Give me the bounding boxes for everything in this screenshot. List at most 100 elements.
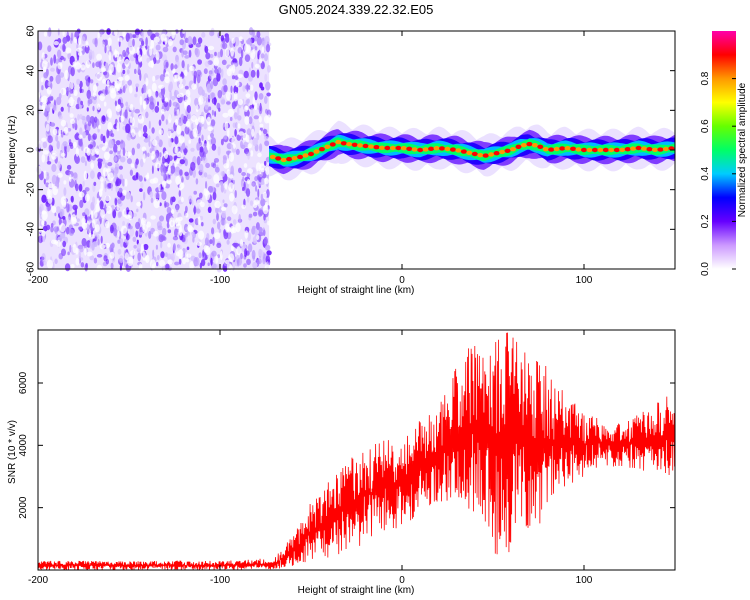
noise-gap: [207, 45, 215, 51]
noise-speck: [202, 143, 208, 148]
noise-gap: [124, 58, 130, 68]
noise-speck: [135, 221, 141, 230]
noise-speck: [132, 34, 137, 38]
noise-speck: [111, 242, 115, 249]
noise-speck: [191, 123, 194, 130]
noise-gap: [43, 31, 48, 37]
noise-gap: [109, 85, 116, 94]
noise-speck: [212, 218, 216, 225]
noise-speck: [210, 119, 216, 127]
y-tick-label: -20: [26, 182, 37, 197]
noise-gap: [90, 210, 94, 220]
noise-speck: [78, 226, 83, 231]
noise-speck: [133, 244, 137, 249]
noise-gap: [238, 36, 243, 42]
noise-speck: [89, 255, 95, 261]
noise-speck: [260, 61, 265, 70]
noise-speck: [226, 142, 233, 150]
noise-speck: [210, 132, 214, 139]
noise-gap: [254, 102, 258, 110]
noise-speck: [204, 61, 210, 67]
noise-gap: [228, 174, 234, 179]
noise-speck: [198, 192, 203, 199]
noise-gap: [52, 128, 58, 136]
noise-gap: [51, 206, 57, 213]
noise-speck: [174, 136, 179, 145]
noise-speck: [134, 108, 140, 114]
noise-speck: [258, 104, 263, 115]
noise-speck: [140, 104, 144, 113]
noise-speck: [217, 146, 221, 156]
noise-speck: [60, 106, 64, 112]
noise-gap: [117, 230, 120, 238]
noise-speck: [220, 68, 224, 78]
noise-gap: [228, 66, 233, 72]
noise-gap: [259, 166, 262, 174]
colorbar-tick-label: 0.6: [700, 119, 711, 133]
noise-speck: [82, 180, 85, 187]
noise-gap: [258, 116, 262, 123]
noise-speck: [163, 59, 169, 69]
noise-gap: [75, 257, 80, 266]
noise-gap: [60, 119, 67, 127]
noise-gap: [96, 197, 100, 206]
colorbar: 0.0 0.2 0.4 0.6 0.8 Normalized spectral ampl…: [700, 31, 748, 276]
noise-gap: [196, 241, 202, 246]
noise-speck: [212, 163, 217, 169]
noise-speck: [74, 117, 77, 126]
noise-speck: [73, 172, 78, 179]
ridge-core: [357, 143, 364, 148]
noise-speck: [43, 72, 49, 79]
noise-gap: [100, 209, 105, 219]
noise-speck: [218, 206, 222, 213]
noise-gap: [94, 224, 100, 233]
noise-speck: [172, 46, 177, 53]
noise-speck: [136, 172, 139, 180]
noise-speck: [56, 96, 62, 106]
noise-speck: [196, 156, 201, 166]
noise-gap: [237, 123, 241, 129]
noise-gap: [99, 189, 102, 197]
noise-gap: [224, 259, 230, 265]
noise-gap: [174, 146, 178, 154]
noise-speck: [125, 32, 130, 42]
noise-speck: [236, 259, 240, 267]
noise-speck: [212, 191, 217, 201]
noise-gap: [51, 150, 57, 155]
ridge-core: [433, 146, 440, 151]
noise-speck: [220, 183, 224, 193]
noise-speck: [242, 85, 246, 92]
noise-gap: [78, 191, 85, 198]
noise-speck: [214, 68, 219, 74]
noise-speck: [166, 206, 172, 214]
noise-speck: [92, 96, 97, 105]
noise-speck: [199, 163, 204, 173]
noise-gap: [222, 112, 229, 118]
noise-speck: [206, 233, 210, 241]
noise-gap: [105, 168, 112, 173]
noise-speck: [266, 250, 272, 256]
noise-speck: [47, 135, 53, 144]
noise-speck: [55, 74, 61, 85]
noise-speck: [179, 159, 185, 165]
noise-gap: [62, 30, 65, 36]
x-tick-label: -100: [210, 575, 230, 586]
noise-gap: [142, 153, 146, 164]
noise-speck: [139, 226, 143, 233]
noise-speck: [260, 53, 265, 59]
noise-speck: [262, 63, 265, 68]
noise-gap: [186, 253, 192, 258]
noise-speck: [261, 37, 266, 46]
noise-speck: [213, 96, 217, 106]
noise-speck: [42, 141, 48, 149]
noise-speck: [78, 183, 83, 192]
x-tick-label: 100: [576, 575, 593, 586]
noise-speck: [161, 95, 164, 100]
noise-speck: [137, 122, 143, 130]
noise-speck: [157, 225, 163, 231]
noise-speck: [178, 258, 182, 265]
noise-gap: [107, 172, 114, 182]
noise-gap: [129, 85, 133, 94]
ridge-core: [662, 146, 669, 152]
noise-speck: [140, 200, 143, 209]
